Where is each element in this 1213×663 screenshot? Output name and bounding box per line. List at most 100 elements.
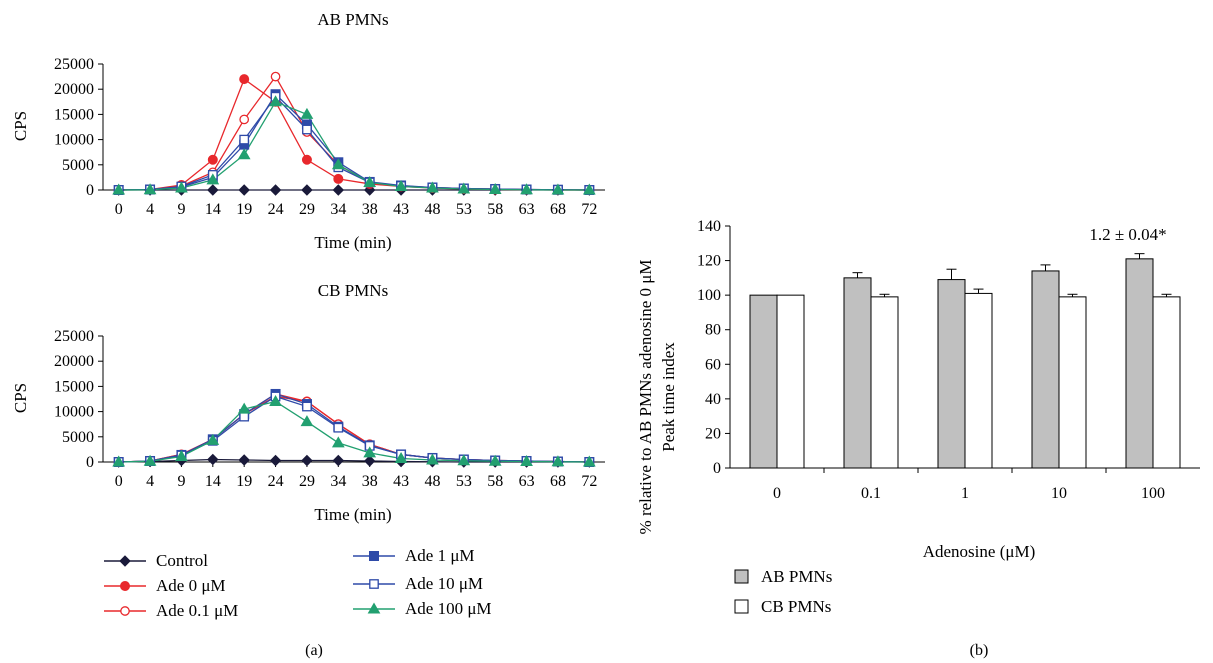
bar-chart-peak-time: % relative to AB PMNs adenosine 0 μM Pea… [636, 218, 1200, 561]
data-point [520, 454, 533, 466]
y-tick-label: 20 [705, 425, 721, 442]
y-axis-label: CPS [11, 111, 30, 141]
data-point [206, 433, 220, 445]
x-tick-label: 34 [330, 201, 346, 218]
data-point [175, 181, 188, 193]
y-tick-label: 80 [705, 322, 721, 339]
data-point [331, 436, 345, 448]
data-point [363, 446, 377, 458]
legend-marker [369, 551, 379, 561]
series-line [118, 95, 590, 191]
x-tick-label: 9 [177, 473, 185, 490]
data-point [488, 454, 502, 466]
y-tick-label: 40 [705, 391, 721, 408]
data-point [207, 154, 218, 165]
x-axis-label: Time (min) [314, 505, 391, 524]
legend-swatch [734, 569, 749, 584]
data-point [394, 451, 408, 463]
y-tick-label: 0 [86, 454, 94, 471]
x-tick-label: 58 [487, 473, 503, 490]
y-tick-label: 0 [86, 182, 94, 199]
y-axis-label: CPS [11, 383, 30, 413]
legend-swatch [734, 599, 749, 614]
data-point [457, 454, 471, 466]
x-tick-label: 38 [362, 201, 378, 218]
legend-marker [119, 555, 131, 567]
y-tick-label: 10000 [54, 404, 94, 421]
x-tick-label: 72 [581, 201, 597, 218]
bar [1031, 270, 1060, 469]
bar [870, 296, 899, 469]
x-tick-label: 10 [1051, 485, 1067, 502]
x-axis-label: Time (min) [314, 233, 391, 252]
data-point [207, 453, 219, 466]
x-tick-label: 4 [146, 201, 154, 218]
x-tick-label: 48 [424, 201, 440, 218]
x-tick-label: 0 [115, 473, 123, 490]
data-point [426, 453, 439, 465]
series-line [118, 400, 590, 463]
legend-marker [120, 606, 130, 616]
data-point [238, 454, 250, 466]
y-tick-label: 0 [713, 460, 721, 477]
x-axis-label: Adenosine (μM) [923, 542, 1036, 561]
data-point [331, 158, 345, 170]
x-tick-label: 43 [393, 201, 409, 218]
x-tick-label: 0 [773, 485, 781, 502]
x-tick-label: 0.1 [861, 485, 881, 502]
x-tick-label: 1 [961, 485, 969, 502]
data-point [582, 455, 596, 467]
x-tick-label: 48 [424, 473, 440, 490]
series-line [118, 93, 590, 191]
x-tick-label: 68 [550, 201, 566, 218]
legend-label: Ade 1 μM [405, 546, 475, 565]
y-tick-label: 120 [697, 253, 721, 270]
bar [749, 294, 778, 469]
x-tick-label: 29 [299, 201, 315, 218]
data-point [363, 455, 376, 467]
x-tick-label: 63 [519, 473, 535, 490]
bar [1058, 296, 1087, 469]
y-tick-label: 25000 [54, 328, 94, 345]
legend-marker [120, 581, 130, 591]
panel-b-label: (b) [970, 642, 989, 659]
data-point [269, 395, 282, 407]
data-point [143, 183, 157, 195]
x-tick-label: 14 [205, 473, 221, 490]
x-tick-label: 53 [456, 473, 472, 490]
x-tick-label: 72 [581, 473, 597, 490]
data-point [457, 182, 471, 194]
series-line [118, 100, 590, 191]
x-tick-label: 4 [146, 473, 154, 490]
legend-b: AB PMNs CB PMNs [734, 567, 832, 616]
legend-marker [367, 602, 381, 614]
legend-label: Ade 100 μM [405, 599, 492, 618]
chart-title: CB PMNs [318, 281, 388, 300]
data-point [269, 184, 282, 196]
legend-label: Control [156, 551, 208, 570]
y-tick-label: 20000 [54, 353, 94, 370]
data-point [239, 411, 250, 422]
y-tick-label: 5000 [62, 157, 94, 174]
data-point [394, 179, 408, 191]
legend-label: Ade 10 μM [405, 574, 483, 593]
data-point [300, 415, 314, 427]
data-point [551, 183, 565, 195]
data-point [112, 455, 126, 467]
data-point [300, 107, 314, 119]
data-point [269, 454, 282, 467]
y-tick-label: 60 [705, 356, 721, 373]
y-tick-label: 15000 [54, 106, 94, 123]
data-point [237, 402, 251, 414]
data-point [143, 454, 157, 466]
legend-a: Control Ade 0 μM Ade 0.1 μM Ade 1 μM Ade 10 … [104, 546, 492, 620]
x-tick-label: 53 [456, 201, 472, 218]
bar [937, 279, 966, 469]
data-point [239, 74, 250, 85]
line-chart-ab-pmns: AB PMNs CPS Time (min) 0 5000 10000 15000 20… [11, 10, 605, 252]
x-tick-label: 68 [550, 473, 566, 490]
panel-a-label: (a) [305, 642, 323, 659]
data-point [488, 182, 502, 194]
data-point [363, 175, 377, 187]
